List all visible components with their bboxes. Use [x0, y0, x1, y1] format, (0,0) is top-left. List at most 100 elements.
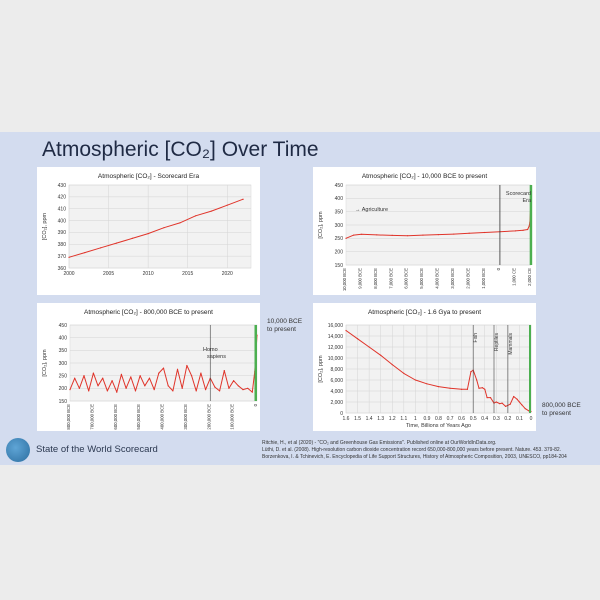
data-point [527, 228, 529, 231]
data-point [223, 370, 225, 372]
data-point [120, 373, 123, 375]
data-point [106, 390, 108, 392]
y-axis-label: [CO₂], ppm [42, 349, 48, 377]
data-point [521, 404, 523, 406]
data-point [426, 383, 428, 385]
data-point [242, 389, 244, 391]
x-tick-label: 5,000 BCE [419, 268, 424, 289]
series-line [345, 330, 532, 412]
y-tick-label: 150 [335, 263, 344, 269]
data-point [514, 230, 516, 232]
x-tick-label: 1.1 [400, 416, 407, 422]
data-point [391, 364, 393, 366]
globe-icon [6, 438, 30, 462]
reference-line: Ritchie, H., et al (2020) - "CO₂ and Gre… [262, 440, 497, 446]
x-tick-label: 7,000 BCE [388, 268, 393, 289]
annotation-scorecard-era: Scorecard [506, 191, 531, 197]
chart-svg: Atmospheric [CO₂] - 1.6 Gya to present 0 2… [318, 309, 533, 429]
data-point [345, 329, 347, 332]
x-tick-label: 1.4 [366, 416, 373, 422]
scorecard-era-marker [529, 185, 533, 265]
y-tick-label: 10,000 [328, 356, 344, 362]
data-point [167, 385, 169, 387]
x-tick-label: 400,000 BCE [160, 404, 165, 430]
x-axis-label: Time, Billions of Years Ago [406, 423, 471, 429]
x-tick-label: 4,000 BCE [435, 268, 440, 289]
references: Ritchie, H., et al (2020) - "CO₂ and Gre… [262, 440, 567, 461]
data-point [495, 401, 497, 403]
recent-period-marker [529, 325, 531, 413]
data-point [247, 387, 249, 389]
x-tick-label: 500,000 BCE [136, 404, 141, 430]
data-point [499, 403, 501, 405]
y-tick-label: 390 [58, 230, 67, 236]
x-tick-label: 0.3 [493, 416, 500, 422]
x-tick-label: 2020 [222, 271, 233, 277]
data-point [391, 234, 393, 236]
data-point [478, 387, 480, 389]
y-tick-label: 4,000 [330, 389, 343, 395]
data-point [204, 389, 207, 391]
data-point [214, 386, 216, 388]
data-point [251, 391, 253, 393]
chart-panel-10000-bce: Atmospheric [CO₂] - 10,000 BCE to presen… [313, 167, 536, 295]
y-tick-label: 400 [335, 196, 344, 202]
reference-line: Lüthi, D. et al. (2008). High-resolution… [262, 447, 562, 453]
slide-title: Atmospheric [CO₂] Over Time [42, 138, 319, 161]
y-tick-label: 420 [58, 195, 67, 201]
x-tick-label: 1,000 CE [512, 268, 517, 286]
plot-area [68, 184, 252, 269]
y-tick-label: 450 [59, 323, 68, 329]
data-point [345, 237, 347, 239]
data-point [92, 372, 94, 374]
data-point [233, 380, 235, 382]
data-point [449, 387, 451, 389]
data-point [481, 387, 484, 389]
chart-panel-1-6-gya: Atmospheric [CO₂] - 1.6 Gya to present 0 2… [313, 303, 536, 431]
data-point [115, 242, 118, 244]
y-tick-label: 200 [335, 249, 344, 255]
chart-title: Atmospheric [CO₂] - Scorecard Era [98, 173, 200, 180]
data-point [163, 227, 165, 229]
data-point [153, 389, 155, 391]
data-point [130, 376, 132, 378]
y-tick-label: 370 [58, 254, 67, 260]
data-point [522, 229, 524, 231]
data-point [144, 385, 146, 387]
data-point [162, 367, 165, 369]
data-point [356, 338, 359, 340]
data-point [172, 390, 174, 392]
y-tick-label: 400 [59, 335, 68, 341]
y-tick-label: 350 [59, 348, 68, 354]
data-point [509, 403, 511, 405]
data-point [368, 346, 370, 348]
x-tick-label: 9,000 BCE [357, 268, 362, 289]
data-point [376, 234, 378, 236]
data-point [100, 247, 102, 249]
chart-svg: Atmospheric [CO₂] - 10,000 BCE to presen… [318, 173, 533, 291]
series-line [68, 198, 244, 258]
x-tick-label: 0.1 [516, 416, 523, 422]
x-tick-label: 6,000 BCE [404, 268, 409, 289]
data-point [528, 410, 530, 412]
y-tick-label: 430 [58, 183, 67, 189]
data-point [78, 387, 80, 389]
x-tick-label: 2010 [143, 271, 154, 277]
data-point [422, 234, 424, 236]
y-tick-label: 250 [59, 373, 68, 379]
data-point [186, 364, 188, 367]
data-point [353, 234, 355, 236]
chart-svg: Atmospheric [CO₂] - Scorecard Era 360 370 3… [42, 173, 252, 277]
data-point [131, 237, 133, 239]
data-point [195, 390, 197, 392]
y-tick-label: 200 [59, 386, 68, 392]
data-point [461, 388, 463, 390]
data-point [476, 379, 478, 381]
annotation-mammals: Mammals [508, 333, 514, 355]
data-point [200, 372, 202, 374]
data-point [406, 235, 409, 237]
x-tick-label: 0 [496, 267, 501, 270]
annotation-scorecard-era: Era [522, 198, 532, 204]
data-point [228, 387, 230, 389]
y-tick-label: 14,000 [328, 334, 344, 340]
